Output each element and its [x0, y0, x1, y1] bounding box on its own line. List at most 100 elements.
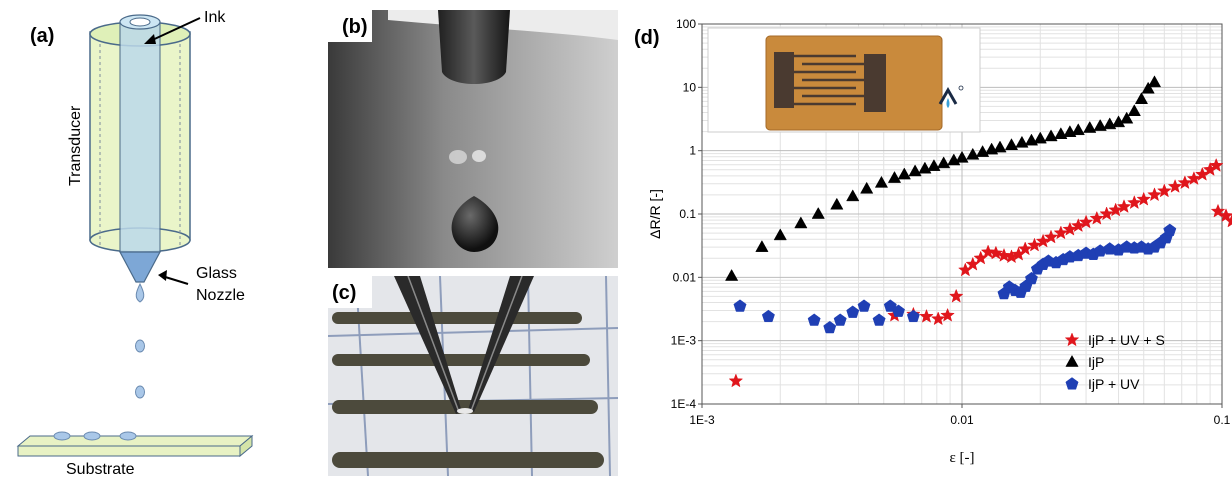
data-point-triangle	[1083, 120, 1097, 133]
data-point-star	[1017, 241, 1033, 256]
data-point-triangle	[927, 159, 941, 171]
printed-lines-photo: (c)	[328, 276, 618, 476]
y-axis-label: ΔR/R [-]	[647, 189, 663, 239]
data-point-star	[1099, 206, 1114, 221]
data-point-star	[1089, 210, 1105, 225]
series-pentagon	[733, 223, 1177, 334]
y-tick-label: 1E-4	[671, 397, 697, 411]
data-point-star	[1136, 191, 1152, 206]
legend-marker-star	[1064, 332, 1080, 347]
data-point-star	[1108, 202, 1123, 217]
printed-line	[332, 312, 582, 324]
strain-resistance-chart: 1E-4 1E-3 0.01 0.1 1 10 100 1E-3 0.01 0.1	[634, 17, 1232, 466]
droplet	[135, 385, 145, 399]
x-tick-label: 0.1	[1214, 413, 1231, 427]
legend-label: IjP + UV + S	[1088, 332, 1165, 348]
data-point-triangle	[1147, 75, 1162, 88]
data-point-star	[1053, 225, 1069, 240]
data-point-pentagon	[906, 309, 920, 323]
data-point-pentagon	[833, 313, 847, 326]
data-point-pentagon	[807, 313, 821, 326]
satellite-droplet	[449, 150, 467, 164]
data-point-triangle	[874, 175, 889, 188]
data-point-triangle	[897, 167, 911, 180]
data-point-triangle	[846, 189, 860, 202]
glass-nozzle	[119, 251, 161, 283]
data-point-star	[1027, 237, 1042, 252]
data-point-pentagon	[1025, 271, 1038, 285]
panel-b-photo: (b)	[328, 10, 618, 268]
probe-needle-left	[394, 276, 462, 414]
deposited-drop	[83, 431, 101, 441]
data-point-pentagon	[846, 305, 860, 318]
panel-a-schematic: (a) Ink Transducer Glass Nozzle Substrat…	[0, 0, 320, 478]
panel-c-photo: (c)	[328, 276, 618, 476]
y-tick-label: 0.1	[679, 207, 696, 221]
data-point-star	[948, 288, 964, 303]
satellite-droplet	[472, 150, 486, 162]
y-tick-label: 10	[683, 80, 697, 94]
printed-line	[332, 400, 598, 414]
data-point-star	[1177, 175, 1193, 190]
legend-label: IjP + UV	[1088, 376, 1140, 392]
panel-a-label: (a)	[30, 25, 54, 47]
legend-marker-triangle	[1065, 354, 1079, 367]
data-point-triangle	[794, 216, 808, 229]
droplet	[135, 282, 145, 303]
x-tick-label: 1E-3	[689, 413, 715, 427]
main-droplet	[451, 196, 499, 252]
transducer-label: Transducer	[67, 105, 84, 186]
inkjet-schematic-drawing: (a) Ink Transducer Glass Nozzle Substrat…	[16, 9, 254, 478]
logo-icon	[938, 85, 964, 108]
data-point-pentagon	[892, 304, 905, 317]
panel-d-label: (d)	[634, 27, 660, 49]
x-tick-label: 0.01	[950, 413, 974, 427]
data-point-pentagon	[872, 313, 886, 326]
data-point-triangle	[993, 140, 1007, 153]
data-point-triangle	[1004, 138, 1019, 150]
data-point-pentagon	[761, 309, 775, 323]
chart-legend: IjP + UV + S IjP IjP + UV	[1064, 332, 1165, 392]
data-point-triangle	[1071, 123, 1085, 136]
printed-line	[332, 452, 604, 468]
inset-sensor-photo	[707, 27, 981, 133]
data-point-triangle	[811, 206, 825, 219]
data-point-triangle	[1141, 81, 1155, 94]
data-point-pentagon	[857, 299, 871, 312]
data-point-star	[1210, 203, 1226, 218]
data-point-pentagon	[733, 299, 747, 312]
data-point-triangle	[1015, 135, 1029, 148]
y-tick-label: 1E-3	[671, 334, 697, 348]
data-point-triangle	[755, 240, 769, 252]
glass-tube	[119, 21, 161, 253]
data-point-triangle	[1134, 92, 1149, 104]
series-star-extra	[1210, 203, 1232, 228]
data-point-star	[1127, 195, 1142, 210]
data-point-triangle	[1120, 111, 1134, 124]
deposited-drop	[119, 431, 137, 441]
data-point-star	[919, 308, 934, 323]
data-point-triangle	[887, 171, 902, 183]
data-point-star	[940, 307, 955, 322]
data-point-triangle	[966, 147, 980, 160]
data-point-star	[1224, 213, 1232, 228]
ink-label: Ink	[204, 9, 226, 26]
data-point-triangle	[1033, 131, 1047, 144]
droplet	[135, 339, 145, 353]
data-point-star	[1157, 183, 1172, 198]
data-point-triangle	[1093, 119, 1107, 131]
data-point-triangle	[937, 156, 951, 169]
data-point-triangle	[860, 181, 874, 194]
data-point-star	[1043, 229, 1059, 244]
data-point-star	[996, 247, 1012, 262]
data-point-star	[1208, 157, 1224, 172]
legend-label: IjP	[1088, 354, 1104, 370]
data-point-star	[728, 373, 744, 388]
data-point-triangle	[955, 150, 969, 163]
y-tick-label: 100	[676, 17, 696, 31]
data-point-star	[1147, 187, 1162, 202]
data-point-star	[1062, 221, 1078, 236]
data-point-triangle	[908, 164, 922, 177]
nozzle-tip	[438, 10, 510, 84]
series-triangle	[725, 75, 1162, 281]
